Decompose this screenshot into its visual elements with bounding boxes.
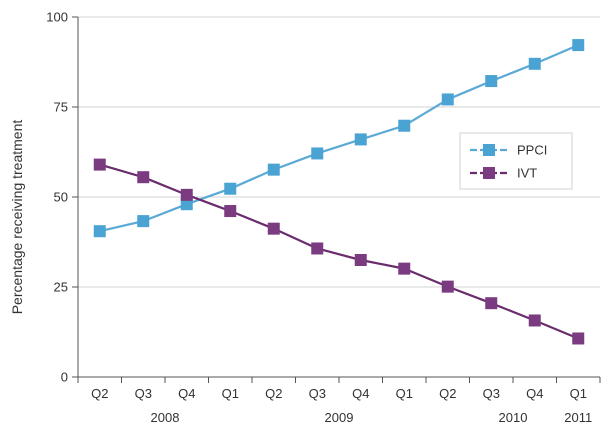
data-point [137,215,150,228]
legend: PPCI IVT [459,132,573,190]
x-tick-label: Q2 [91,386,108,401]
year-label: 2008 [151,410,180,425]
data-point [441,93,454,106]
x-tick-label: Q1 [222,386,239,401]
x-tick-label: Q4 [352,386,369,401]
data-point [93,225,106,238]
x-tick-label: Q2 [439,386,456,401]
data-point [528,314,541,327]
series-line [99,44,579,233]
data-point [572,39,585,52]
data-point [311,147,324,160]
gridlines [78,16,600,288]
data-point [180,188,193,201]
y-tick-label: 100 [46,10,68,25]
x-tick-label: Q1 [570,386,587,401]
legend-marker [483,144,495,156]
data-point [485,297,498,310]
y-tick-label: 25 [54,280,68,295]
y-tick-label: 0 [61,370,68,385]
data-point [180,198,193,211]
data-point [485,75,498,88]
axes [72,16,601,383]
data-point [311,242,324,255]
year-label: 2011 [564,410,592,425]
x-tick-label: Q4 [178,386,195,401]
series-line [99,163,579,340]
y-tick-label: 75 [54,100,68,115]
x-tick-label: Q1 [396,386,413,401]
x-tick-label: Q3 [309,386,326,401]
data-point [354,254,367,266]
data-point [93,158,106,171]
x-tick-labels: Q2 Q3 Q4 Q1 Q2 Q3 Q4 Q1 Q2 Q3 Q4 Q1 [91,386,587,401]
series-ppci [93,39,585,238]
legend-box [459,132,573,190]
series-ivt [93,158,585,345]
legend-item-ppci: PPCI [470,143,547,158]
series-group [93,39,585,345]
data-point [354,133,367,146]
data-point [224,182,237,195]
data-point [398,119,411,132]
y-axis-title: Percentage receiving treatment [9,120,25,315]
legend-item-ivt: IVT [470,166,537,181]
x-tick-label: Q3 [135,386,152,401]
data-point [398,262,411,275]
year-label: 2010 [499,410,528,425]
data-point [528,57,541,70]
y-tick-labels: 0 25 50 75 100 [46,10,68,385]
legend-label: IVT [517,166,537,181]
data-point [441,280,454,293]
data-point [267,163,280,176]
year-labels: 2008 2009 2010 2011 [151,410,593,425]
legend-marker [483,167,495,179]
data-point [224,205,237,218]
x-tick-label: Q2 [265,386,282,401]
legend-label: PPCI [517,143,547,158]
x-tick-label: Q3 [483,386,500,401]
data-point [267,222,280,235]
x-tick-label: Q4 [526,386,543,401]
data-point [137,171,150,184]
year-label: 2009 [325,410,354,425]
data-point [572,332,585,345]
y-tick-label: 50 [54,190,68,205]
